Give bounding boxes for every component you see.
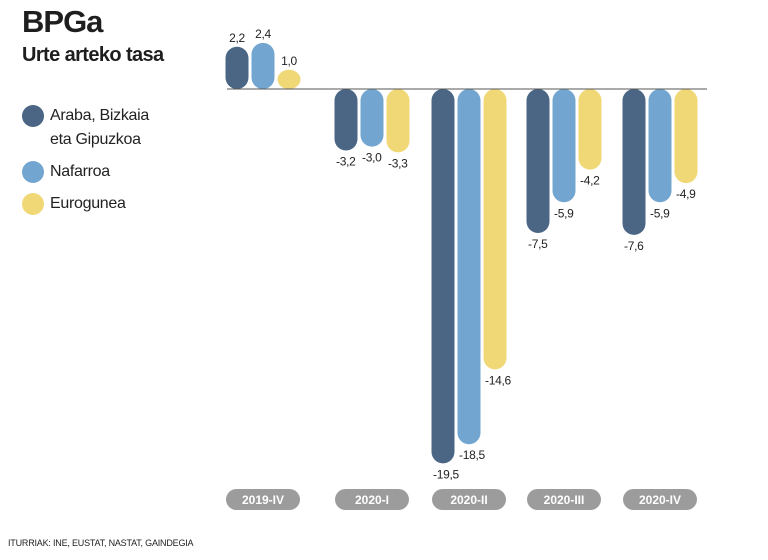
data-label-nafarroa-2020-iv: -5,9: [650, 206, 670, 220]
legend-label-eurogunea: Eurogunea: [50, 195, 126, 212]
data-label-araba-bizkaia-eta-gipuzkoa-2019-iv: 2,2: [229, 31, 245, 45]
bar-eurogunea-2020-ii: [483, 89, 507, 370]
source-note: ITURRIAK: INE, EUSTAT, NASTAT, GAINDEGIA: [8, 538, 194, 548]
bar-nafarroa-2020-iii: [552, 89, 576, 203]
data-label-nafarroa-2020-ii: -18,5: [459, 448, 485, 462]
data-label-araba-bizkaia-eta-gipuzkoa-2020-iii: -7,5: [528, 237, 548, 251]
data-label-nafarroa-2019-iv: 2,4: [255, 27, 271, 41]
data-label-eurogunea-2020-i: -3,3: [388, 156, 408, 170]
category-pill-2020-ii: [432, 489, 506, 510]
category-pill-2020-i: [335, 489, 409, 510]
data-label-araba-bizkaia-eta-gipuzkoa-2020-ii: -19,5: [433, 467, 459, 481]
x-tick-label-2020-iv: 2020-IV: [639, 493, 681, 507]
legend-label-nafarroa: Nafarroa: [50, 163, 110, 180]
data-label-eurogunea-2020-iii: -4,2: [580, 174, 600, 188]
chart-title: BPGa: [22, 4, 103, 39]
bar-eurogunea-2020-iv: [674, 89, 698, 184]
legend-item-eurogunea: Eurogunea: [22, 192, 212, 216]
bar-araba-bizkaia-eta-gipuzkoa-2020-i: [334, 89, 358, 151]
x-tick-label-2020-ii: 2020-II: [450, 493, 487, 507]
bar-nafarroa-2020-ii: [457, 89, 481, 445]
bar-araba-bizkaia-eta-gipuzkoa-2019-iv: [225, 46, 249, 89]
data-label-eurogunea-2020-ii: -14,6: [485, 373, 511, 387]
data-label-nafarroa-2020-i: -3,0: [362, 151, 382, 165]
data-label-araba-bizkaia-eta-gipuzkoa-2020-i: -3,2: [336, 154, 356, 168]
data-label-eurogunea-2020-iv: -4,9: [676, 187, 696, 201]
category-pill-2019-iv: [226, 489, 300, 510]
bar-nafarroa-2020-i: [360, 89, 384, 147]
bar-eurogunea-2019-iv: [277, 69, 301, 89]
bar-nafarroa-2020-iv: [648, 89, 672, 203]
data-label-araba-bizkaia-eta-gipuzkoa-2020-iv: -7,6: [624, 239, 644, 253]
legend: Araba, Bizkaia eta Gipuzkoa Nafarroa Eur…: [22, 104, 212, 224]
legend-swatch-eurogunea: [22, 193, 44, 215]
data-label-nafarroa-2020-iii: -5,9: [554, 206, 574, 220]
legend-item-araba-bizkaia-gipuzkoa: Araba, Bizkaia eta Gipuzkoa: [22, 104, 212, 152]
bar-eurogunea-2020-iii: [578, 89, 602, 170]
chart-subtitle: Urte arteko tasa: [22, 44, 164, 66]
legend-swatch-nafarroa: [22, 161, 44, 183]
bar-nafarroa-2019-iv: [251, 42, 275, 89]
bar-araba-bizkaia-eta-gipuzkoa-2020-iv: [622, 89, 646, 235]
category-pill-2020-iii: [527, 489, 601, 510]
x-tick-label-2020-i: 2020-I: [355, 493, 389, 507]
x-tick-label-2020-iii: 2020-III: [544, 493, 585, 507]
legend-label-araba-bizkaia-gipuzkoa: Araba, Bizkaia eta Gipuzkoa: [50, 107, 149, 148]
bar-araba-bizkaia-eta-gipuzkoa-2020-ii: [431, 89, 455, 464]
x-tick-label-2019-iv: 2019-IV: [242, 493, 284, 507]
bar-araba-bizkaia-eta-gipuzkoa-2020-iii: [526, 89, 550, 233]
bar-eurogunea-2020-i: [386, 89, 410, 153]
legend-item-nafarroa: Nafarroa: [22, 160, 212, 184]
legend-swatch-araba-bizkaia-gipuzkoa: [22, 105, 44, 127]
data-label-eurogunea-2019-iv: 1,0: [281, 54, 297, 68]
category-pill-2020-iv: [623, 489, 697, 510]
